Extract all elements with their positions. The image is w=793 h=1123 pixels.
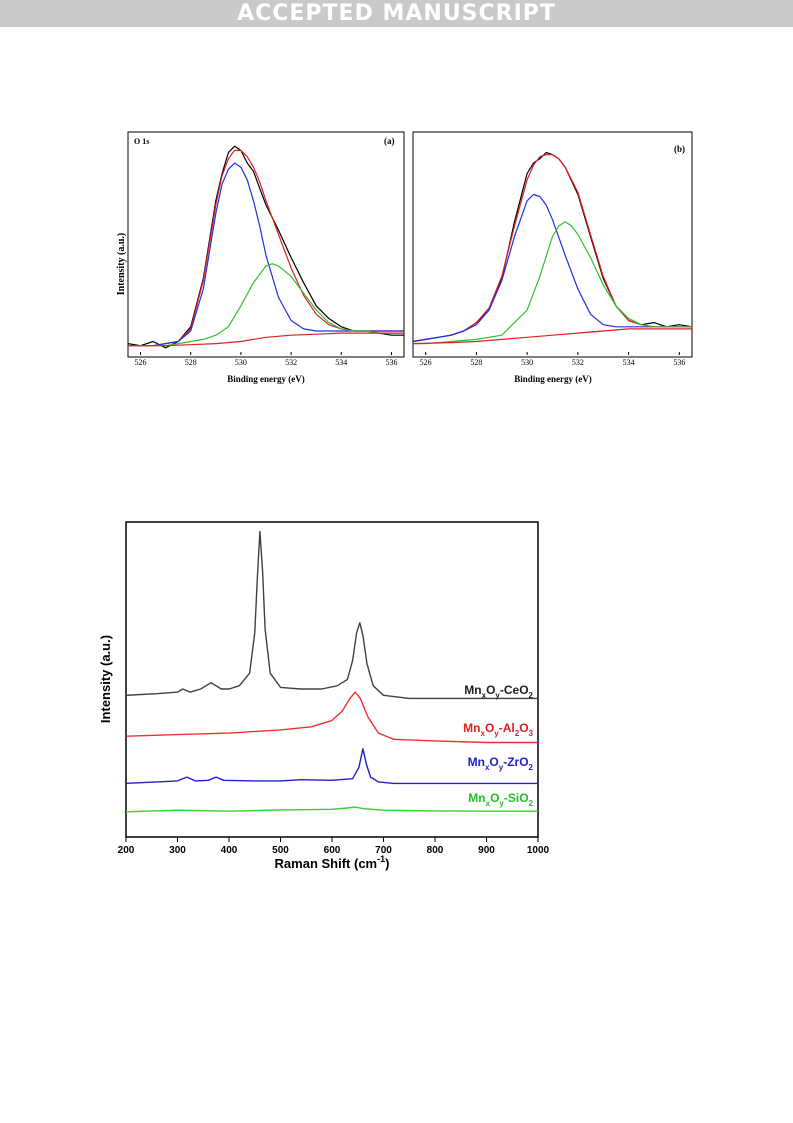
raman-plot-frame bbox=[125, 521, 539, 838]
label-text: O bbox=[489, 755, 498, 769]
raman-figure-canvas: 200 300 400 500 600 700 800 900 1000 MnxOy-CeO2M… bbox=[98, 521, 550, 871]
label-subscript: 2 bbox=[529, 763, 534, 772]
series-label-1: MnxOy-CeO2 bbox=[464, 683, 533, 700]
xps-panel-b: (b) 526 528 530 532 534 536 Binding energy (e… bbox=[412, 131, 693, 384]
series-line-3 bbox=[128, 263, 404, 347]
series-label-3: MnxOy-ZrO2 bbox=[468, 755, 534, 772]
x-tick-label: 500 bbox=[272, 845, 289, 856]
x-tick-label: 900 bbox=[478, 845, 495, 856]
label-subscript: y bbox=[495, 691, 500, 700]
x-tick-label: 800 bbox=[427, 845, 444, 856]
panel-a-x-axis-label: Binding energy (eV) bbox=[227, 374, 305, 384]
label-text: O bbox=[485, 721, 494, 735]
label-subscript: x bbox=[485, 763, 490, 772]
x-tick-label: 534 bbox=[623, 358, 635, 367]
panel-b-x-axis-label: Binding energy (eV) bbox=[514, 374, 592, 384]
label-text: O bbox=[490, 791, 499, 805]
panel-a-frame bbox=[127, 131, 405, 358]
x-tick-label: 400 bbox=[221, 845, 238, 856]
series-line-2 bbox=[125, 748, 538, 785]
x-tick-label: 530 bbox=[235, 358, 247, 367]
series-line-3 bbox=[413, 221, 692, 345]
label-subscript: 2 bbox=[529, 691, 534, 700]
xps-figure-canvas: Intensity (a.u.) O 1s (a) 526 528 530 532 53… bbox=[116, 131, 693, 384]
panel-a-tag: (a) bbox=[384, 136, 395, 146]
x-tick-label: 526 bbox=[420, 358, 432, 367]
label-text: Mn bbox=[463, 721, 480, 735]
banner-text: ACCEPTED MANUSCRIPT bbox=[237, 1, 556, 26]
x-tick-label: 536 bbox=[385, 358, 397, 367]
label-text: -Al bbox=[499, 721, 515, 735]
label-subscript: 2 bbox=[515, 729, 520, 738]
label-text: -ZrO bbox=[503, 755, 528, 769]
raman-plot: 200 300 400 500 600 700 800 900 1000 bbox=[118, 530, 550, 856]
label-text: -SiO bbox=[504, 791, 529, 805]
series-label-2: MnxOy-Al2O3 bbox=[463, 721, 533, 738]
series-line-4 bbox=[128, 332, 404, 347]
series-line-0 bbox=[125, 530, 538, 700]
label-subscript: x bbox=[482, 691, 487, 700]
label-subscript: x bbox=[481, 729, 486, 738]
x-tick-label: 528 bbox=[185, 358, 197, 367]
x-tick-label: 532 bbox=[285, 358, 297, 367]
label-text: O bbox=[519, 721, 528, 735]
x-tick-label: 200 bbox=[118, 845, 135, 856]
raman-x-axis-label-main: Raman Shift (cm bbox=[275, 856, 378, 871]
series-line-2 bbox=[128, 162, 404, 347]
label-text: Mn bbox=[468, 755, 485, 769]
label-subscript: 3 bbox=[529, 729, 534, 738]
x-tick-label: 534 bbox=[335, 358, 347, 367]
series-line-1 bbox=[125, 691, 538, 744]
raman-series-labels: MnxOy-CeO2MnxOy-Al2O3MnxOy-ZrO2MnxOy-SiO… bbox=[463, 683, 533, 808]
x-tick-label: 600 bbox=[324, 845, 341, 856]
panel-a-corner-label: O 1s bbox=[134, 137, 149, 146]
panel-b-tag: (b) bbox=[674, 144, 685, 154]
label-text: -CeO bbox=[500, 683, 529, 697]
panel-a-plot: 526 528 530 532 534 536 bbox=[127, 145, 404, 367]
x-tick-label: 536 bbox=[673, 358, 685, 367]
raman-figure: 200 300 400 500 600 700 800 900 1000 MnxOy-CeO2 M… bbox=[96, 514, 558, 876]
xps-y-axis-label: Intensity (a.u.) bbox=[116, 233, 127, 296]
panel-b-frame bbox=[412, 131, 693, 358]
panel-b-plot: 526 528 530 532 534 536 bbox=[412, 151, 693, 367]
label-subscript: y bbox=[499, 799, 504, 808]
raman-x-axis-label-tail: ) bbox=[385, 856, 389, 871]
x-tick-label: 528 bbox=[470, 358, 482, 367]
series-line-3 bbox=[125, 806, 538, 813]
series-label-4: MnxOy-SiO2 bbox=[468, 791, 533, 808]
series-line-4 bbox=[412, 328, 692, 345]
x-tick-label: 530 bbox=[521, 358, 533, 367]
label-subscript: x bbox=[486, 799, 491, 808]
label-text: O bbox=[486, 683, 495, 697]
x-tick-label: 1000 bbox=[527, 845, 550, 856]
label-subscript: 2 bbox=[529, 799, 534, 808]
x-tick-label: 526 bbox=[135, 358, 147, 367]
label-text: Mn bbox=[468, 791, 485, 805]
x-tick-label: 532 bbox=[572, 358, 584, 367]
series-line-2 bbox=[412, 193, 692, 343]
raman-x-axis-label: Raman Shift (cm-1) bbox=[275, 854, 390, 871]
label-subscript: y bbox=[499, 763, 504, 772]
raman-y-axis-label: Intensity (a.u.) bbox=[98, 635, 113, 723]
accepted-manuscript-banner: ACCEPTED MANUSCRIPT bbox=[0, 0, 793, 27]
x-tick-label: 300 bbox=[169, 845, 186, 856]
xps-panel-a: O 1s (a) 526 528 530 532 534 536 Binding ener… bbox=[127, 131, 405, 384]
label-subscript: y bbox=[494, 729, 499, 738]
xps-figure: Intensity (a.u.) O 1s (a) 526 528 530 532 53… bbox=[110, 122, 700, 390]
x-tick-label: 700 bbox=[375, 845, 392, 856]
raman-x-axis-label-sup: -1 bbox=[377, 854, 385, 864]
label-text: Mn bbox=[464, 683, 481, 697]
